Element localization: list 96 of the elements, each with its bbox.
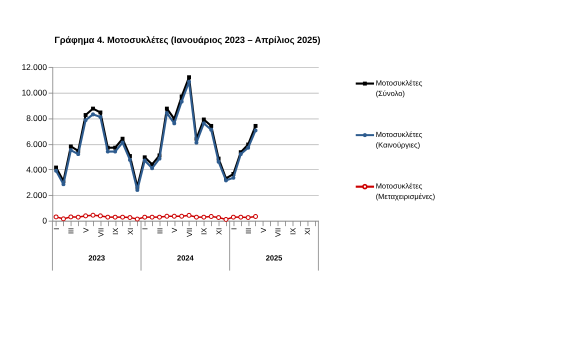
point xyxy=(208,214,214,219)
x-tick-label: I xyxy=(229,228,238,230)
point xyxy=(68,148,73,152)
point xyxy=(172,121,176,126)
point xyxy=(202,118,206,122)
y-tick-label: 4.000 xyxy=(26,164,48,174)
point xyxy=(150,214,155,220)
point xyxy=(194,214,199,220)
point xyxy=(120,214,126,220)
point xyxy=(253,214,258,219)
point xyxy=(113,150,118,154)
point xyxy=(54,168,58,173)
point xyxy=(98,213,103,218)
x-tick-label: IX xyxy=(200,228,209,235)
point xyxy=(164,106,169,111)
point xyxy=(84,113,88,117)
point xyxy=(76,214,81,220)
point xyxy=(98,114,102,119)
point xyxy=(216,215,222,220)
point xyxy=(91,106,95,111)
point xyxy=(150,166,154,170)
point xyxy=(142,158,147,162)
point xyxy=(83,213,88,218)
x-tick-label: XI xyxy=(214,228,224,235)
point xyxy=(187,80,191,84)
x-tick-label: IX xyxy=(111,228,120,235)
point xyxy=(238,214,244,220)
y-tick-label: 2.000 xyxy=(26,190,48,200)
y-tick-label: 8.000 xyxy=(26,113,48,124)
y-tick-label: 6.000 xyxy=(26,138,48,149)
x-tick-label: VII xyxy=(274,228,283,237)
point xyxy=(76,152,80,156)
x-tick-label: I xyxy=(140,228,150,230)
point xyxy=(201,214,206,220)
point xyxy=(120,136,125,141)
legend-label: Μοτοσυκλέτες (Σύνολο) xyxy=(376,78,423,98)
legend-label: Μοτοσυκλέτες (Καινούργιες) xyxy=(376,130,423,150)
point xyxy=(180,100,184,104)
y-tick-label: 12.000 xyxy=(22,62,48,72)
point xyxy=(202,121,206,126)
x-tick-label: III xyxy=(155,228,164,234)
point xyxy=(54,214,59,220)
point xyxy=(61,216,66,222)
point xyxy=(106,150,110,154)
x-tick-label: III xyxy=(244,228,254,234)
point xyxy=(246,215,251,220)
point xyxy=(187,75,191,80)
legend-label: Μοτοσυκλέτες (Μεταχειρισμένες) xyxy=(376,181,436,202)
text: 2023 xyxy=(88,254,106,263)
point xyxy=(164,111,169,116)
point xyxy=(135,188,140,192)
text: 2024 xyxy=(177,254,195,263)
point xyxy=(62,182,66,186)
point xyxy=(216,160,221,164)
point xyxy=(254,124,258,128)
point xyxy=(157,214,162,220)
point xyxy=(113,146,118,150)
point xyxy=(186,212,192,218)
point xyxy=(230,214,236,220)
x-tick-label: III xyxy=(66,228,76,234)
point xyxy=(134,216,140,222)
point xyxy=(209,128,214,132)
point xyxy=(128,158,132,162)
chart-title: Γράφημα 4. Μοτοσυκλέτες (Ιανουάριος 2023 – Απρίλιος 2025) xyxy=(54,34,320,45)
point xyxy=(91,112,95,116)
x-tick-label: VII xyxy=(184,228,194,237)
x-tick-label: I xyxy=(52,228,61,230)
point xyxy=(246,146,250,150)
point xyxy=(98,110,102,114)
point xyxy=(84,118,88,122)
point xyxy=(68,214,74,220)
x-tick-label: VII xyxy=(96,228,106,237)
point xyxy=(158,156,162,161)
point xyxy=(68,144,73,148)
text: 2025 xyxy=(266,254,282,263)
point xyxy=(54,166,58,170)
x-tick-label: XI xyxy=(126,228,135,235)
point xyxy=(231,176,236,180)
point xyxy=(172,214,177,219)
point xyxy=(164,214,170,219)
x-tick-label: V xyxy=(82,228,91,233)
y-tick-label: 10.000 xyxy=(22,88,48,98)
point xyxy=(179,214,184,219)
point xyxy=(254,128,258,132)
y-tick-label: 0 xyxy=(42,216,48,226)
point xyxy=(90,212,96,218)
point xyxy=(194,140,198,145)
x-tick-label: V xyxy=(258,228,268,233)
point xyxy=(127,215,132,220)
x-tick-label: V xyxy=(170,228,180,233)
point xyxy=(224,217,228,222)
x-tick-label: IX xyxy=(288,228,298,235)
point xyxy=(112,214,118,220)
x-tick-label: XI xyxy=(303,228,312,235)
point xyxy=(105,214,110,220)
point xyxy=(142,214,148,220)
